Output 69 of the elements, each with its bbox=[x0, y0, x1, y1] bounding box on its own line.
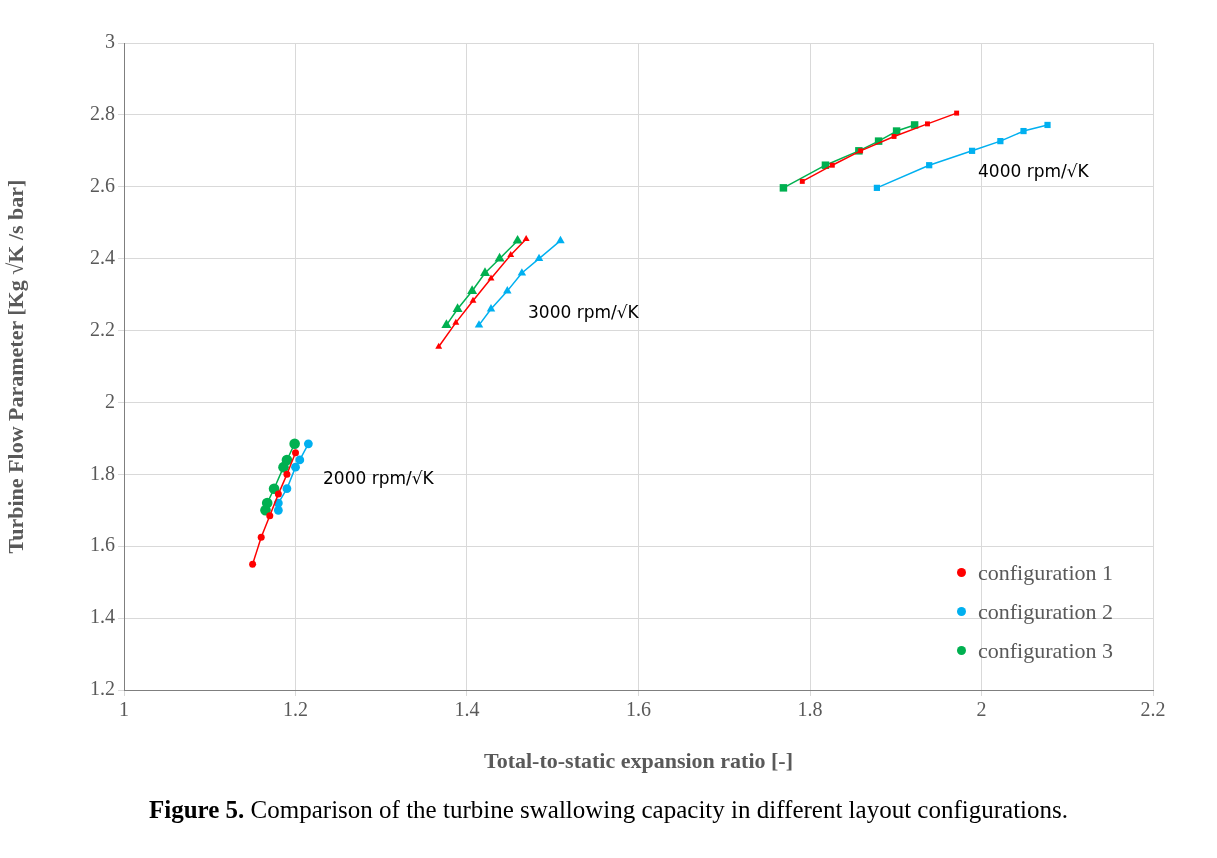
annotation: 3000 rpm/√K bbox=[528, 302, 640, 323]
y-tick-label: 2.2 bbox=[90, 317, 115, 340]
point bbox=[452, 303, 463, 312]
point bbox=[268, 483, 280, 495]
point bbox=[517, 268, 527, 276]
y-tick-label: 1.2 bbox=[90, 677, 115, 700]
point bbox=[282, 484, 292, 494]
legend-label: configuration 1 bbox=[977, 559, 1113, 586]
point bbox=[1020, 127, 1027, 135]
point bbox=[441, 319, 452, 329]
point bbox=[997, 138, 1004, 145]
point bbox=[289, 438, 300, 450]
point bbox=[291, 462, 300, 472]
point bbox=[968, 147, 976, 154]
y-axis-title: Turbine Flow Parameter [Kg √K /s bar] bbox=[2, 179, 28, 554]
point bbox=[452, 318, 460, 325]
x-tick-label: 1.8 bbox=[797, 698, 823, 721]
point bbox=[257, 533, 265, 541]
x-tick-label: 1 bbox=[119, 698, 129, 721]
point bbox=[925, 121, 930, 127]
annotation: 2000 rpm/√K bbox=[323, 468, 435, 489]
y-tick-label: 1.8 bbox=[90, 461, 115, 484]
point bbox=[486, 304, 496, 312]
point bbox=[469, 296, 477, 303]
y-tick-label: 2 bbox=[105, 389, 115, 412]
y-tick-label: 2.4 bbox=[90, 245, 115, 268]
x-tick-label: 1.4 bbox=[454, 698, 480, 721]
point bbox=[556, 235, 565, 244]
point bbox=[512, 234, 523, 244]
point bbox=[281, 454, 293, 466]
x-tick-label: 1.2 bbox=[283, 698, 308, 721]
point bbox=[799, 178, 805, 184]
point bbox=[829, 162, 835, 168]
y-tick-label: 2.8 bbox=[90, 102, 115, 125]
point bbox=[467, 285, 478, 294]
point bbox=[503, 286, 512, 294]
caption: Figure 5. Comparison of the turbine swallowing capacity in different layout configurations. bbox=[148, 796, 1069, 824]
point bbox=[249, 560, 257, 568]
point bbox=[435, 342, 443, 349]
point bbox=[534, 253, 544, 262]
point bbox=[522, 234, 530, 241]
point bbox=[292, 449, 299, 457]
y-tick-label: 1.6 bbox=[90, 533, 115, 556]
x-axis-title: Total-to-static expansion ratio [-] bbox=[484, 748, 793, 774]
point bbox=[1044, 121, 1051, 129]
legend-label: configuration 3 bbox=[977, 637, 1113, 664]
point bbox=[274, 490, 282, 498]
point bbox=[954, 110, 960, 116]
point bbox=[283, 470, 291, 478]
point bbox=[926, 162, 933, 169]
point bbox=[494, 252, 505, 262]
annotation: 4000 rpm/√K bbox=[978, 161, 1090, 182]
y-tick-label: 2.6 bbox=[90, 174, 115, 197]
point bbox=[873, 184, 880, 191]
y-tick-label: 1.4 bbox=[90, 605, 115, 628]
point bbox=[479, 267, 491, 276]
x-tick-label: 2 bbox=[976, 698, 987, 721]
x-tick-label: 2.2 bbox=[1140, 698, 1166, 721]
point bbox=[261, 497, 273, 509]
legend-label: configuration 2 bbox=[977, 598, 1113, 625]
point bbox=[266, 512, 274, 520]
point bbox=[779, 184, 788, 192]
point bbox=[303, 439, 313, 449]
point bbox=[891, 133, 897, 139]
point bbox=[295, 455, 305, 465]
point bbox=[474, 320, 484, 328]
y-tick-label: 3 bbox=[105, 30, 115, 53]
point bbox=[507, 251, 515, 258]
x-tick-label: 1.6 bbox=[626, 698, 651, 721]
